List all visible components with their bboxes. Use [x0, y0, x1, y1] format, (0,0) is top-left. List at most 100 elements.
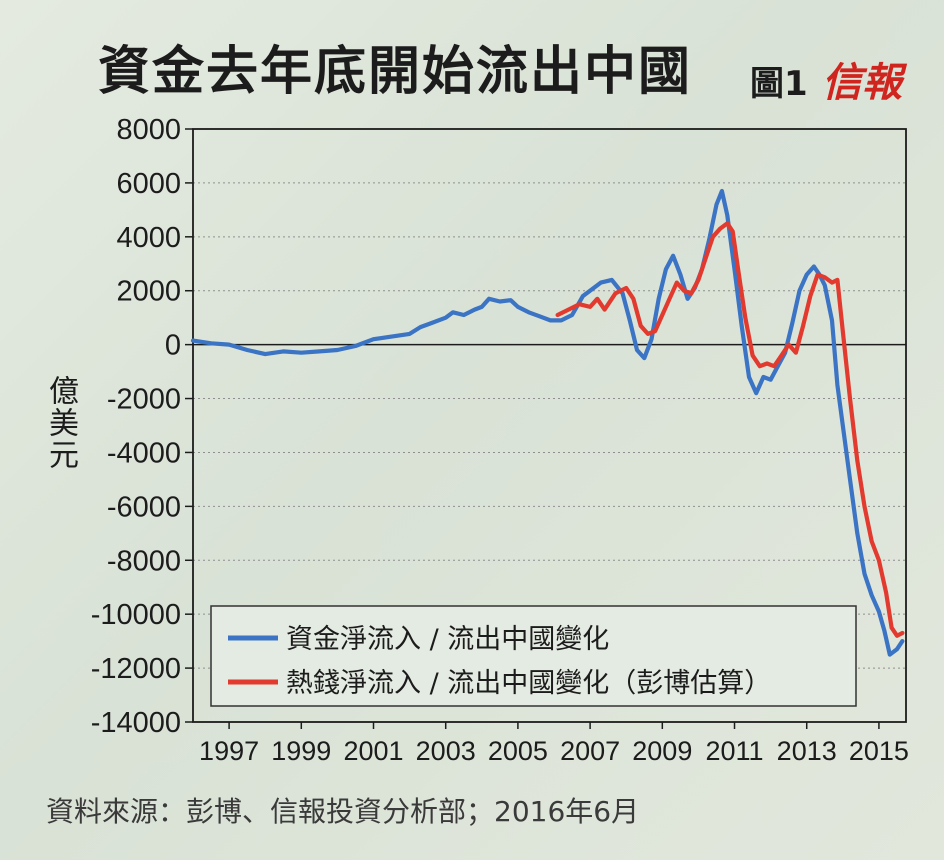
chart-title: 資金去年底開始流出中國	[98, 42, 693, 102]
data-point-hot-money	[667, 297, 672, 301]
data-point-hot-money	[556, 313, 560, 317]
data-point-hot-money	[639, 324, 643, 328]
y-tick-label: 2000	[116, 276, 181, 308]
series-line-hot-money	[555, 221, 905, 638]
data-point-capital-flow	[487, 297, 491, 301]
data-point-hot-money	[577, 302, 581, 306]
y-tick-label: -2000	[107, 384, 181, 416]
data-point-hot-money	[877, 558, 881, 562]
y-tick-label: 0	[165, 330, 181, 362]
x-tick-label: 1997	[199, 736, 259, 766]
data-point-capital-flow	[848, 477, 852, 481]
data-point-capital-flow	[599, 281, 603, 285]
data-point-capital-flow	[882, 628, 886, 633]
data-point-hot-money	[841, 329, 845, 333]
data-point-capital-flow	[621, 291, 625, 295]
data-point-hot-money	[660, 313, 664, 317]
data-point-hot-money	[855, 458, 859, 463]
data-point-capital-flow	[263, 352, 267, 356]
legend-label-capital-flow: 資金淨流入 / 流出中國變化	[286, 624, 609, 655]
data-point-hot-money	[718, 227, 722, 231]
data-point-capital-flow	[900, 639, 905, 643]
data-point-capital-flow	[610, 278, 614, 282]
data-point-hot-money	[830, 281, 834, 285]
data-point-capital-flow	[581, 294, 585, 298]
data-point-capital-flow	[390, 335, 394, 339]
data-point-capital-flow	[462, 313, 466, 317]
data-point-hot-money	[890, 626, 894, 630]
data-point-hot-money	[603, 308, 607, 312]
data-point-capital-flow	[227, 343, 231, 347]
data-point-capital-flow	[877, 609, 881, 614]
data-point-capital-flow	[678, 273, 683, 277]
data-point-capital-flow	[527, 310, 531, 314]
data-point-capital-flow	[823, 283, 827, 287]
y-axis-label: 億美元	[43, 375, 78, 471]
data-point-capital-flow	[480, 305, 484, 309]
data-point-capital-flow	[720, 189, 724, 193]
data-point-hot-money	[595, 297, 599, 301]
y-tick-label: -8000	[107, 545, 181, 577]
data-point-capital-flow	[805, 273, 809, 277]
data-point-capital-flow	[725, 213, 729, 217]
series-lines	[190, 188, 905, 657]
data-point-capital-flow	[769, 378, 773, 382]
data-point-capital-flow	[538, 314, 542, 318]
data-point-capital-flow	[209, 341, 213, 345]
data-point-capital-flow	[516, 305, 520, 309]
data-point-capital-flow	[686, 297, 690, 301]
data-point-hot-money	[566, 308, 571, 312]
y-tick-label: -12000	[91, 653, 181, 685]
data-point-capital-flow	[841, 423, 845, 428]
data-point-hot-money	[765, 361, 769, 366]
data-point-capital-flow	[747, 375, 751, 379]
plot-frame	[192, 128, 907, 723]
legend: 資金淨流入 / 流出中國變化 熱錢淨流入 / 流出中國變化（彭博估算）	[210, 605, 857, 707]
data-point-hot-money	[779, 353, 784, 357]
data-point-capital-flow	[642, 356, 646, 360]
series-line-capital-flow	[190, 188, 905, 657]
data-point-hot-money	[743, 316, 747, 320]
data-point-capital-flow	[559, 318, 563, 322]
legend-box	[210, 605, 857, 707]
x-tick-label: 2001	[343, 736, 403, 766]
data-point-capital-flow	[548, 318, 553, 322]
y-tick-label: -4000	[107, 437, 181, 469]
data-point-hot-money	[835, 278, 840, 282]
data-point-capital-flow	[830, 318, 834, 322]
data-point-capital-flow	[649, 337, 654, 341]
data-point-capital-flow	[740, 324, 744, 328]
data-point-capital-flow	[245, 348, 249, 352]
data-point-hot-money	[682, 289, 686, 293]
y-tick-label: 8000	[116, 114, 181, 146]
data-point-capital-flow	[888, 653, 892, 657]
figure-label: 圖1	[750, 64, 808, 104]
data-point-capital-flow	[570, 313, 574, 317]
x-tick-label: 2011	[705, 736, 763, 766]
data-point-hot-money	[823, 275, 827, 279]
data-point-capital-flow	[714, 202, 719, 207]
data-point-capital-flow	[855, 531, 859, 535]
x-tick-label: 2007	[560, 736, 620, 766]
data-point-hot-money	[653, 329, 657, 333]
data-point-capital-flow	[353, 344, 358, 348]
data-point-hot-money	[725, 221, 729, 225]
data-point-capital-flow	[671, 254, 675, 258]
data-point-capital-flow	[812, 264, 816, 269]
data-point-hot-money	[900, 631, 905, 635]
data-point-hot-money	[808, 294, 812, 298]
data-point-hot-money	[675, 281, 679, 285]
data-point-capital-flow	[299, 351, 303, 355]
data-point-hot-money	[787, 343, 791, 347]
x-tick-label: 2015	[849, 736, 909, 766]
source-note: 資料來源：彭博、信報投資分析部；2016年6月	[46, 795, 640, 828]
data-point-hot-money	[801, 324, 805, 328]
data-point-hot-money	[862, 504, 867, 508]
data-point-capital-flow	[317, 349, 321, 353]
x-tick-label: 2009	[632, 736, 692, 766]
data-point-capital-flow	[664, 267, 668, 271]
data-point-hot-money	[646, 332, 650, 336]
y-tick-label: -6000	[107, 491, 181, 523]
data-point-capital-flow	[281, 349, 285, 353]
